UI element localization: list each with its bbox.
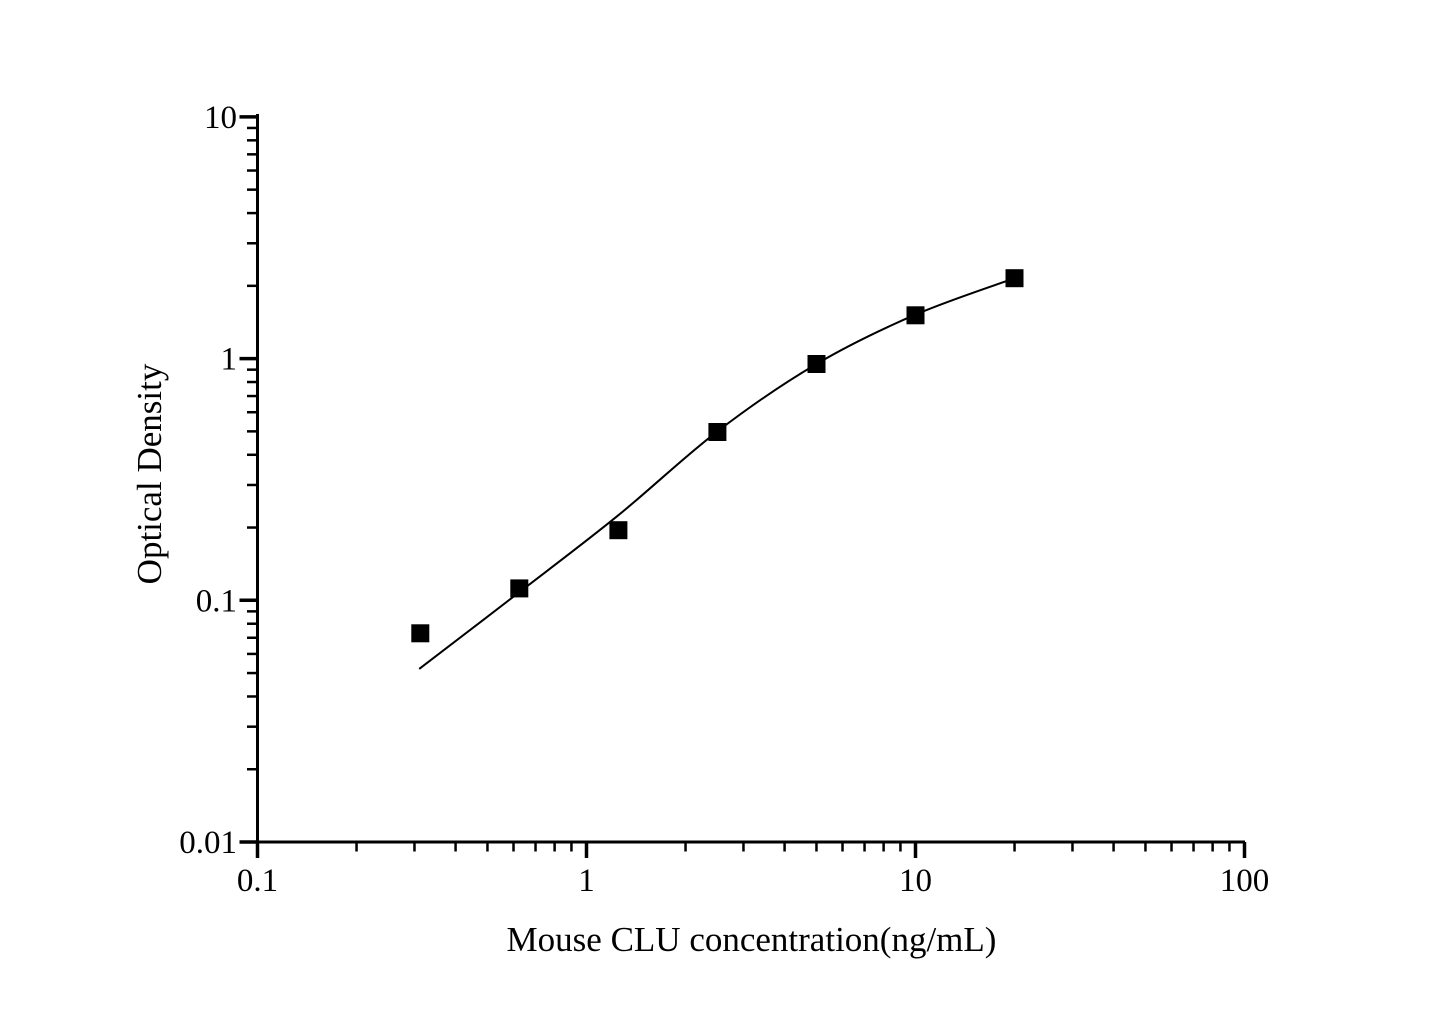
data-point-marker — [510, 579, 529, 598]
data-point-marker — [906, 306, 925, 325]
y-tick-label: 10 — [204, 100, 237, 136]
y-tick-label: 1 — [221, 342, 238, 378]
data-point-marker — [609, 521, 628, 540]
data-point-marker — [411, 624, 430, 643]
y-tick-label: 0.01 — [179, 825, 237, 861]
data-point-marker — [807, 355, 826, 373]
x-tick-label: 0.1 — [237, 863, 278, 899]
fit-curve — [418, 277, 1015, 670]
x-tick-label: 100 — [1220, 863, 1270, 899]
x-tick-label: 1 — [578, 863, 595, 899]
data-point-marker — [1005, 269, 1024, 288]
data-point-marker — [708, 423, 727, 441]
y-tick-label: 0.1 — [196, 583, 237, 619]
y-axis-title: Optical Density — [129, 363, 169, 585]
x-tick-label: 10 — [899, 863, 932, 899]
x-axis-title: Mouse CLU concentration(ng/mL) — [506, 920, 997, 959]
